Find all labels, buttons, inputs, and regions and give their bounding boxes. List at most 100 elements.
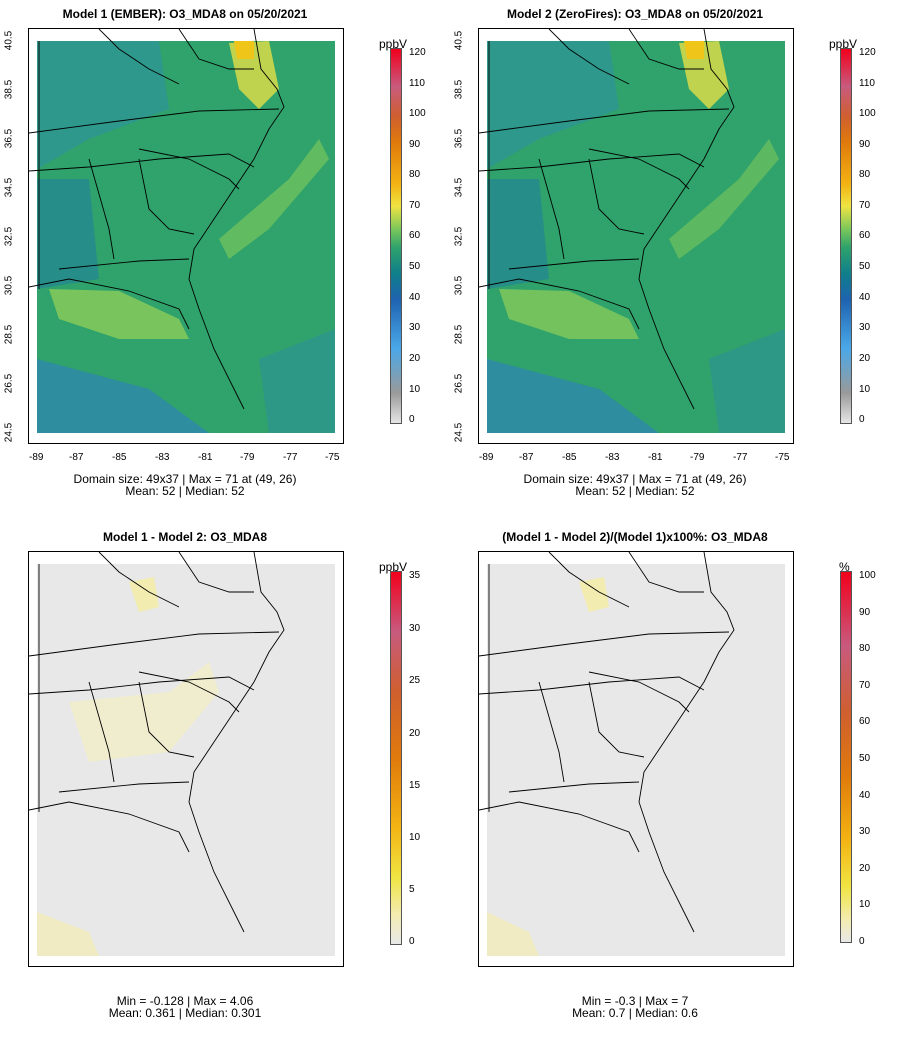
colorbar-label: 20 [409,353,421,364]
colorbar [390,571,402,945]
colorbar-label: 40 [859,292,871,303]
colorbar-label: 50 [409,261,421,272]
colorbar-label: 10 [859,384,871,395]
y-tick: 24.5 [453,422,465,443]
boundary-lines [479,552,735,933]
colorbar-label: 0 [409,414,415,425]
y-tick: 30.5 [3,275,15,296]
positive-difference-region [69,662,219,762]
x-tick: -81 [648,452,663,463]
y-tick: 36.5 [453,128,465,149]
percent-difference-field [487,564,785,956]
colorbar-label: 20 [409,728,421,739]
y-tick: 36.5 [3,128,15,149]
panel-percent-difference: (Model 1 - Model 2)/(Model 1)x100%: O3_M… [450,523,900,1045]
colorbar-label: 10 [859,899,871,910]
colorbar-label: 60 [859,716,871,727]
boundary-lines [479,29,735,410]
x-tick: -79 [240,452,255,463]
y-tick: 32.5 [453,226,465,247]
x-tick: -85 [562,452,577,463]
colorbar-label: 80 [409,169,421,180]
panel-title: Model 1 - Model 2: O3_MDA8 [102,530,268,544]
elevated-ozone-region [49,289,189,339]
difference-map [29,552,335,956]
colorbar-label: 110 [859,78,875,89]
colorbar-unit: ppbV [379,37,408,51]
low-ozone-region [37,41,169,169]
boundary-lines [29,552,285,933]
colorbar-label: 60 [859,230,871,241]
colorbar [840,48,852,424]
map-frame [28,551,344,967]
colorbar-label: 10 [409,384,421,395]
colorbar-label: 20 [859,353,871,364]
x-tick: -77 [283,452,298,463]
x-tick: -87 [519,452,534,463]
positive-difference-region [487,912,539,956]
colorbar-label: 35 [409,570,421,581]
colorbar-label: 15 [409,780,421,791]
low-ozone-region [487,41,619,169]
colorbar-label: 20 [859,863,871,874]
x-tick: -87 [69,452,84,463]
colorbar-label: 110 [409,78,425,89]
colorbar-unit: ppbV [379,560,408,574]
colorbar-label: 100 [859,108,876,119]
colorbar [840,571,852,943]
low-ozone-region [37,179,99,289]
y-tick: 32.5 [3,226,15,247]
colorbar-label: 50 [859,261,871,272]
map-frame [478,551,794,967]
x-tick: -81 [198,452,213,463]
colorbar-label: 0 [409,936,415,947]
panel-model2: Model 2 (ZeroFires): O3_MDA8 on 05/20/20… [450,0,900,522]
x-tick: -77 [733,452,748,463]
low-ozone-region [259,329,335,433]
x-tick: -75 [775,452,790,463]
colorbar-label: 90 [859,607,871,618]
y-tick: 30.5 [453,275,465,296]
low-ozone-region [487,179,549,289]
y-tick: 34.5 [453,177,465,198]
map-frame [478,28,794,444]
colorbar-label: 30 [409,322,421,333]
x-tick: -79 [690,452,705,463]
y-tick: 40.5 [453,30,465,51]
x-tick: -83 [605,452,620,463]
percent-difference-map [479,552,785,956]
colorbar-label: 80 [859,643,871,654]
colorbar-label: 100 [409,108,426,119]
y-tick: 40.5 [3,30,15,51]
y-tick: 28.5 [3,324,15,345]
y-tick: 26.5 [453,373,465,394]
stats-line: Mean: 0.7 | Median: 0.6 [572,1006,698,1020]
colorbar-label: 50 [859,753,871,764]
map-frame [28,28,344,444]
colorbar-unit: ppbV [829,37,858,51]
low-ozone-region [37,359,209,433]
colorbar-label: 60 [409,230,421,241]
colorbar-label: 25 [409,675,421,686]
elevated-ozone-region [669,139,779,259]
colorbar-label: 70 [409,200,421,211]
colorbar-label: 0 [859,936,865,947]
x-tick: -85 [112,452,127,463]
ozone-map [29,29,335,433]
boundary-lines [29,29,285,410]
stats-line: Min = -0.3 | Max = 7 [581,994,689,1008]
colorbar-label: 90 [859,139,871,150]
positive-difference-region [579,577,609,612]
stats-line: Mean: 52 | Median: 52 [125,484,245,498]
colorbar-unit: % [839,560,850,574]
colorbar-label: 90 [409,139,421,150]
colorbar-label: 5 [409,884,415,895]
colorbar-label: 100 [859,570,876,581]
y-tick: 38.5 [453,79,465,100]
panel-title: Model 1 (EMBER): O3_MDA8 on 05/20/2021 [62,7,308,21]
colorbar-label: 70 [859,200,871,211]
stats-line: Mean: 52 | Median: 52 [575,484,695,498]
panel-title: Model 2 (ZeroFires): O3_MDA8 on 05/20/20… [506,7,764,21]
colorbar-label: 10 [409,832,421,843]
colorbar-label: 120 [409,47,426,58]
